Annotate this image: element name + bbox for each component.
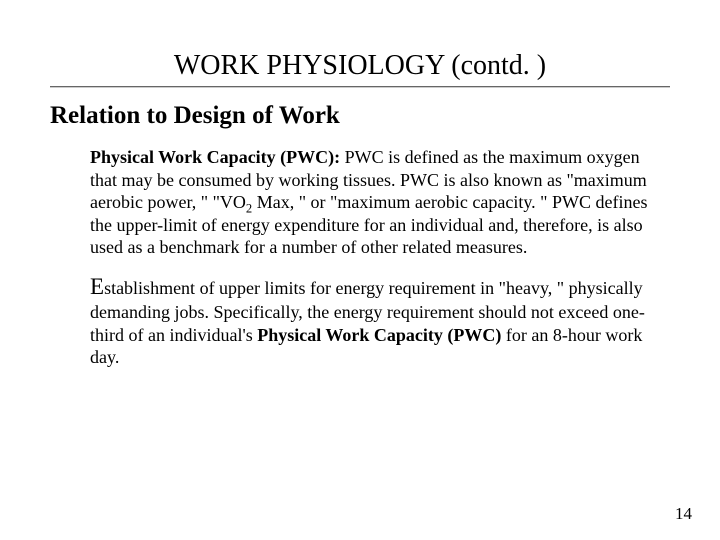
para2-lead: stablishment	[104, 278, 195, 298]
horizontal-rule	[50, 86, 670, 88]
body-content: Physical Work Capacity (PWC): PWC is def…	[90, 146, 660, 369]
paragraph-1: Physical Work Capacity (PWC): PWC is def…	[90, 146, 660, 259]
para1-lead-bold: Physical Work Capacity (PWC):	[90, 147, 345, 167]
para2-dropcap: E	[90, 274, 104, 299]
slide-subtitle: Relation to Design of Work	[50, 102, 670, 130]
paragraph-2: Establishment of upper limits for energy…	[90, 273, 660, 369]
page-number: 14	[675, 504, 692, 524]
slide-title: WORK PHYSIOLOGY (contd. )	[50, 50, 670, 82]
para2-bold-mid: Physical Work Capacity (PWC)	[257, 325, 501, 345]
